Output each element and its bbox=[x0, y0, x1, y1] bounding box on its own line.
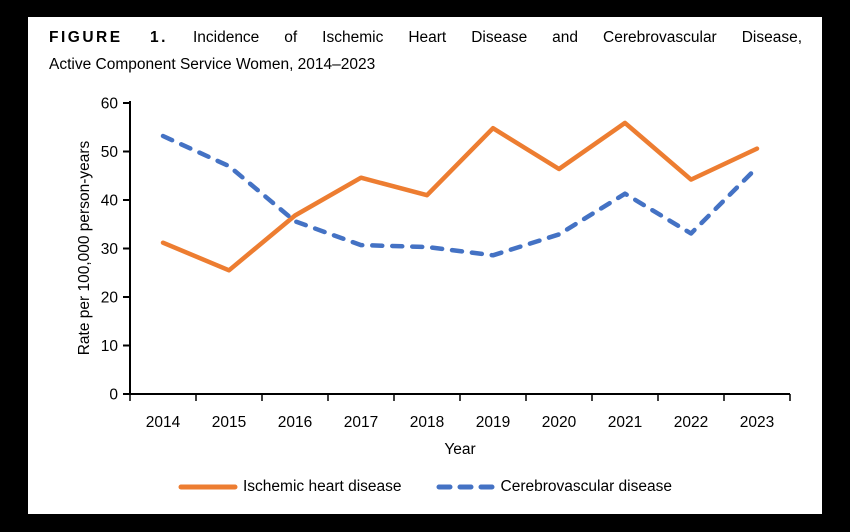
y-axis-title: Rate per 100,000 person-years bbox=[76, 140, 93, 355]
series-line-ischemic-heart-disease bbox=[160, 120, 760, 273]
x-tick-label: 2018 bbox=[410, 414, 444, 431]
figure-label: FIGURE 1. bbox=[49, 29, 168, 46]
y-tick-label: 10 bbox=[101, 338, 119, 355]
y-tick-label: 0 bbox=[109, 387, 118, 404]
legend-item-cerebrovascular-disease: Cerebrovascular disease bbox=[436, 478, 672, 496]
figure-title-line1: FIGURE 1. Incidence of Ischemic Heart Di… bbox=[49, 24, 802, 51]
dashed-line-swatch-icon bbox=[436, 484, 496, 490]
x-tick-label: 2017 bbox=[344, 414, 378, 431]
x-tick-label: 2015 bbox=[212, 414, 246, 431]
figure-title-line1-text: Incidence of Ischemic Heart Disease and … bbox=[192, 29, 803, 46]
figure-title: FIGURE 1. Incidence of Ischemic Heart Di… bbox=[49, 24, 802, 78]
x-tick-label: 2016 bbox=[278, 414, 312, 431]
x-tick-label: 2019 bbox=[476, 414, 510, 431]
x-axis-title: Year bbox=[444, 441, 475, 458]
y-tick-label: 40 bbox=[101, 193, 119, 210]
x-tick-label: 2022 bbox=[674, 414, 708, 431]
chart-legend: Ischemic heart disease Cerebrovascular di… bbox=[28, 478, 822, 496]
y-tick-label: 50 bbox=[101, 144, 119, 161]
y-tick-label: 60 bbox=[101, 96, 119, 113]
x-tick-label: 2020 bbox=[542, 414, 577, 431]
legend-item-ischemic-heart-disease: Ischemic heart disease bbox=[178, 478, 402, 496]
y-tick-label: 20 bbox=[101, 290, 119, 307]
solid-line-swatch-icon bbox=[178, 484, 238, 490]
x-tick-label: 2023 bbox=[740, 414, 774, 431]
series-line-cerebrovascular-disease bbox=[160, 133, 760, 258]
figure-title-line2: Active Component Service Women, 2014–202… bbox=[49, 56, 376, 73]
x-tick-label: 2014 bbox=[146, 414, 181, 431]
legend-label: Ischemic heart disease bbox=[243, 478, 402, 495]
x-tick-label: 2021 bbox=[608, 414, 642, 431]
figure-content: FIGURE 1. Incidence of Ischemic Heart Di… bbox=[28, 17, 822, 514]
line-chart: 0 10 20 30 40 50 60 2014 2015 2016 2017 2018 2019 202… bbox=[76, 96, 791, 458]
y-tick-label: 30 bbox=[101, 241, 119, 258]
legend-label: Cerebrovascular disease bbox=[500, 478, 672, 495]
